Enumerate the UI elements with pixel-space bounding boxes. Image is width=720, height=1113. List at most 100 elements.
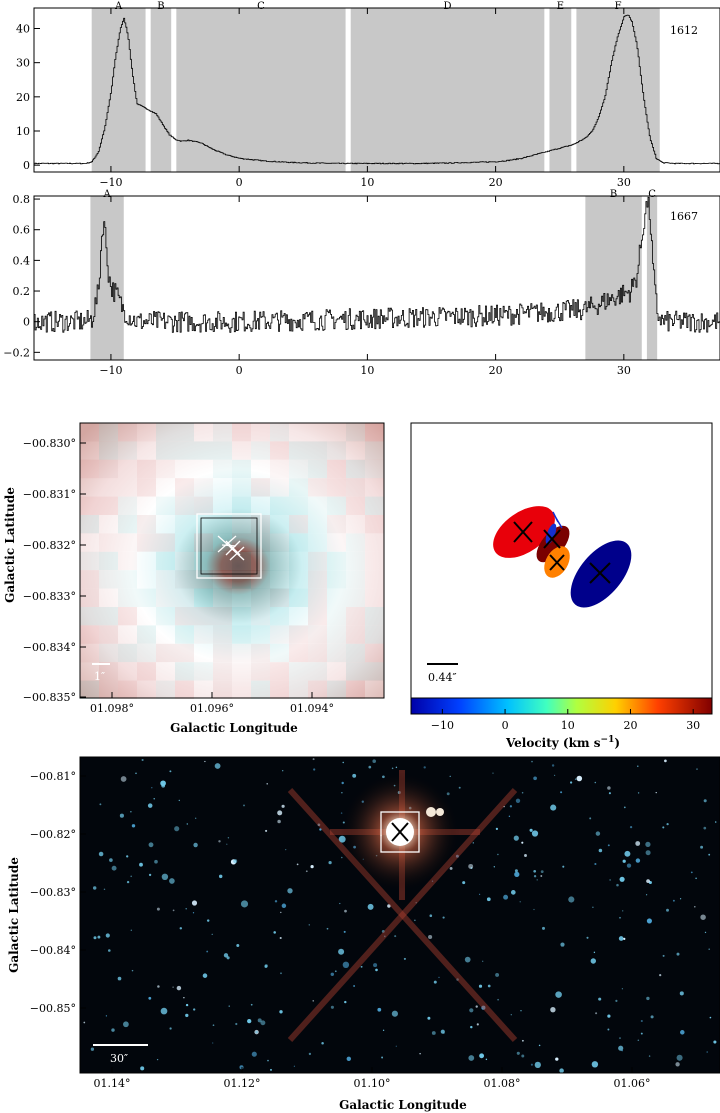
pixel bbox=[213, 680, 232, 699]
star bbox=[576, 775, 583, 782]
star bbox=[676, 952, 680, 956]
pixel bbox=[99, 588, 118, 607]
star bbox=[130, 875, 133, 878]
star bbox=[700, 914, 706, 920]
pixel bbox=[327, 570, 346, 589]
maser-spots-panel: 0.44″ −10 0 10 20 30 Velocity (km s−1) bbox=[410, 422, 713, 750]
x-tick-label: 10 bbox=[360, 364, 374, 377]
pixel bbox=[365, 607, 384, 626]
pixel bbox=[308, 588, 327, 607]
star bbox=[330, 1005, 334, 1009]
star bbox=[704, 931, 707, 934]
star bbox=[243, 804, 245, 807]
star bbox=[624, 850, 631, 857]
star bbox=[550, 804, 557, 811]
star bbox=[637, 1039, 640, 1041]
star bbox=[508, 815, 511, 817]
star bbox=[626, 863, 632, 868]
star bbox=[542, 926, 545, 930]
star bbox=[214, 763, 221, 769]
star bbox=[648, 1055, 651, 1057]
star bbox=[497, 998, 499, 1001]
star bbox=[186, 823, 189, 825]
star bbox=[635, 841, 641, 846]
pixel bbox=[327, 588, 346, 607]
pixel bbox=[118, 625, 137, 644]
pixel bbox=[175, 423, 194, 442]
pixel bbox=[99, 533, 118, 552]
pixel bbox=[80, 551, 99, 571]
star bbox=[131, 824, 136, 828]
star bbox=[487, 984, 491, 988]
pixel bbox=[251, 496, 270, 515]
star bbox=[341, 856, 343, 859]
star bbox=[97, 935, 101, 939]
pixel bbox=[213, 588, 232, 607]
pixel bbox=[99, 478, 118, 497]
star bbox=[328, 860, 332, 865]
star bbox=[160, 1007, 168, 1015]
pixel bbox=[118, 459, 137, 479]
pixel bbox=[175, 625, 194, 644]
pixel bbox=[137, 478, 156, 497]
star bbox=[139, 862, 143, 867]
pixel bbox=[232, 441, 251, 460]
region-label: E bbox=[557, 1, 564, 12]
star bbox=[590, 958, 596, 964]
pixel bbox=[137, 551, 156, 571]
star bbox=[666, 908, 669, 912]
star bbox=[414, 919, 416, 921]
pixel bbox=[327, 680, 346, 699]
region-labels: A B C D E F bbox=[114, 1, 622, 12]
pixel bbox=[175, 680, 194, 699]
pixel bbox=[137, 607, 156, 626]
x-tick-label: 20 bbox=[489, 364, 503, 377]
pixel-texture bbox=[80, 423, 384, 699]
pixel bbox=[175, 570, 194, 589]
pixel bbox=[308, 478, 327, 497]
star bbox=[352, 773, 357, 778]
star bbox=[281, 804, 285, 808]
star bbox=[637, 792, 640, 794]
star bbox=[568, 896, 575, 903]
pixel bbox=[137, 533, 156, 552]
star bbox=[521, 1039, 524, 1042]
line-annotation-1612: 1612 bbox=[670, 24, 698, 37]
pixel bbox=[118, 423, 137, 442]
velocity-regions bbox=[90, 196, 658, 360]
star bbox=[433, 980, 437, 984]
star bbox=[458, 786, 461, 789]
pixel bbox=[175, 662, 194, 681]
pixel bbox=[156, 607, 175, 626]
x-tick-label: 01.10° bbox=[354, 1077, 391, 1090]
pixel bbox=[289, 588, 308, 607]
pixel bbox=[289, 680, 308, 699]
pixel bbox=[175, 588, 194, 607]
y-tick-label: 0.4 bbox=[13, 254, 31, 267]
pixel bbox=[137, 588, 156, 607]
pixel bbox=[270, 496, 289, 515]
pixel bbox=[156, 662, 175, 681]
y-tick-label: −00.834° bbox=[23, 641, 76, 654]
star bbox=[616, 883, 619, 887]
region-label: C bbox=[257, 1, 265, 12]
star bbox=[111, 1028, 115, 1032]
plot-frame bbox=[33, 7, 720, 173]
star bbox=[622, 910, 624, 912]
pixel bbox=[289, 423, 308, 442]
pixel bbox=[327, 607, 346, 626]
pixel bbox=[99, 643, 118, 663]
pixel bbox=[289, 643, 308, 663]
pixel bbox=[289, 496, 308, 515]
star bbox=[169, 1027, 172, 1030]
scale-bar-label: 30″ bbox=[110, 1052, 128, 1065]
star bbox=[92, 886, 97, 890]
pixel bbox=[346, 478, 365, 497]
star bbox=[495, 972, 500, 977]
star bbox=[595, 1012, 598, 1015]
star bbox=[679, 991, 684, 996]
star bbox=[515, 798, 521, 803]
star bbox=[266, 783, 268, 785]
spectrum-1667-panel: A B C −10 0 10 20 30 −0.2 0 0.2 0.4 0.6 0.8 1667 bbox=[3, 189, 720, 377]
star bbox=[521, 841, 524, 844]
